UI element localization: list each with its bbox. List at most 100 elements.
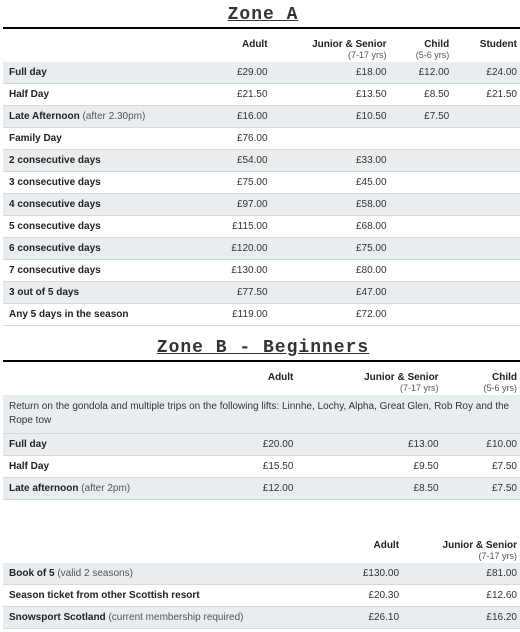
price-cell: £21.50 (207, 84, 273, 106)
row-label: Half Day (3, 84, 207, 106)
price-cell: £8.50 (393, 84, 456, 106)
table-row: Full day £29.00£18.00£12.00£24.00 (3, 62, 520, 84)
zone-b-note: Return on the gondola and multiple trips… (3, 395, 520, 434)
price-cell (455, 172, 520, 194)
row-label: Any 5 days in the season (3, 304, 207, 326)
column-header (3, 33, 207, 62)
table-row: Late afternoon (after 2pm)£12.00£8.50£7.… (3, 478, 520, 500)
zone-b-title: Zone B - Beginners (3, 338, 520, 362)
row-label-paren: (after 2pm) (81, 483, 130, 494)
price-cell (393, 238, 456, 260)
price-cell: £12.00 (226, 478, 300, 500)
price-cell: £81.00 (405, 563, 520, 585)
price-cell: £97.00 (207, 194, 273, 216)
price-cell: £7.50 (445, 456, 520, 478)
price-cell (455, 282, 520, 304)
table-row: 3 out of 5 days £77.50£47.00 (3, 282, 520, 304)
table-row: 6 consecutive days £120.00£75.00 (3, 238, 520, 260)
price-cell: £115.00 (207, 216, 273, 238)
price-cell: £130.00 (207, 260, 273, 282)
price-cell: £80.00 (274, 260, 393, 282)
price-cell: £72.00 (274, 304, 393, 326)
row-label: Late Afternoon (after 2.30pm) (3, 106, 207, 128)
price-cell: £26.10 (339, 607, 405, 629)
column-subheader: (7-17 yrs) (411, 551, 517, 561)
table-row: 3 consecutive days £75.00£45.00 (3, 172, 520, 194)
row-label: 6 consecutive days (3, 238, 207, 260)
row-label: Season ticket from other Scottish resort (3, 585, 339, 607)
row-label: Snowsport Scotland (current membership r… (3, 607, 339, 629)
price-cell: £8.50 (299, 478, 444, 500)
extra-table: AdultJunior & Senior(7-17 yrs) Book of 5… (3, 534, 520, 629)
column-header: Student (455, 33, 520, 62)
zone-b-table: Return on the gondola and multiple trips… (3, 366, 520, 500)
table-row: 2 consecutive days £54.00£33.00 (3, 150, 520, 172)
row-label: Family Day (3, 128, 207, 150)
table-row: 7 consecutive days £130.00£80.00 (3, 260, 520, 282)
price-cell: £13.00 (299, 434, 444, 456)
price-cell: £12.60 (405, 585, 520, 607)
row-label: Full day (3, 62, 207, 84)
column-header: Adult (207, 33, 273, 62)
price-cell (455, 304, 520, 326)
price-cell: £16.20 (405, 607, 520, 629)
price-cell (393, 304, 456, 326)
row-label: Half Day (3, 456, 226, 478)
table-row: Book of 5 (valid 2 seasons)£130.00£81.00 (3, 563, 520, 585)
price-cell: £76.00 (207, 128, 273, 150)
price-cell (393, 282, 456, 304)
price-cell (455, 150, 520, 172)
table-row: Half Day £21.50£13.50£8.50£21.50 (3, 84, 520, 106)
price-cell: £75.00 (207, 172, 273, 194)
price-cell: £47.00 (274, 282, 393, 304)
price-cell: £77.50 (207, 282, 273, 304)
row-label: 3 consecutive days (3, 172, 207, 194)
table-row: Snowsport Scotland (current membership r… (3, 607, 520, 629)
column-header: Child(5-6 yrs) (393, 33, 456, 62)
zone-a-title: Zone A (3, 5, 520, 29)
price-cell: £130.00 (339, 563, 405, 585)
price-cell: £58.00 (274, 194, 393, 216)
price-cell (455, 194, 520, 216)
price-cell (393, 172, 456, 194)
price-cell: £20.00 (226, 434, 300, 456)
price-cell: £21.50 (455, 84, 520, 106)
price-cell: £12.00 (393, 62, 456, 84)
column-header: Junior & Senior(7-17 yrs) (274, 33, 393, 62)
price-cell (455, 106, 520, 128)
price-cell: £7.50 (393, 106, 456, 128)
zone-a-table: AdultJunior & Senior(7-17 yrs)Child(5-6 … (3, 33, 520, 326)
row-label-paren: (current membership required) (108, 612, 243, 623)
price-cell: £119.00 (207, 304, 273, 326)
price-cell (393, 150, 456, 172)
table-row: Late Afternoon (after 2.30pm)£16.00£10.5… (3, 106, 520, 128)
row-label: 2 consecutive days (3, 150, 207, 172)
price-cell: £54.00 (207, 150, 273, 172)
price-cell (455, 238, 520, 260)
row-label: Book of 5 (valid 2 seasons) (3, 563, 339, 585)
price-cell: £20.30 (339, 585, 405, 607)
price-cell: £120.00 (207, 238, 273, 260)
price-cell: £75.00 (274, 238, 393, 260)
price-cell (393, 194, 456, 216)
price-cell: £7.50 (445, 478, 520, 500)
table-row: Full day £20.00£13.00£10.00 (3, 434, 520, 456)
row-label-paren: (valid 2 seasons) (57, 568, 133, 579)
table-row: Half Day £15.50£9.50£7.50 (3, 456, 520, 478)
row-label: 4 consecutive days (3, 194, 207, 216)
row-label: 7 consecutive days (3, 260, 207, 282)
row-label: Late afternoon (after 2pm) (3, 478, 226, 500)
row-label: 3 out of 5 days (3, 282, 207, 304)
price-cell: £10.00 (445, 434, 520, 456)
column-header: Child(5-6 yrs) (445, 366, 520, 395)
price-cell: £13.50 (274, 84, 393, 106)
price-cell: £9.50 (299, 456, 444, 478)
price-cell: £10.50 (274, 106, 393, 128)
column-subheader: (5-6 yrs) (451, 383, 517, 393)
price-cell: £18.00 (274, 62, 393, 84)
price-cell (455, 216, 520, 238)
column-header (3, 534, 339, 563)
column-subheader: (5-6 yrs) (399, 50, 450, 60)
table-row: Season ticket from other Scottish resort… (3, 585, 520, 607)
price-cell: £68.00 (274, 216, 393, 238)
